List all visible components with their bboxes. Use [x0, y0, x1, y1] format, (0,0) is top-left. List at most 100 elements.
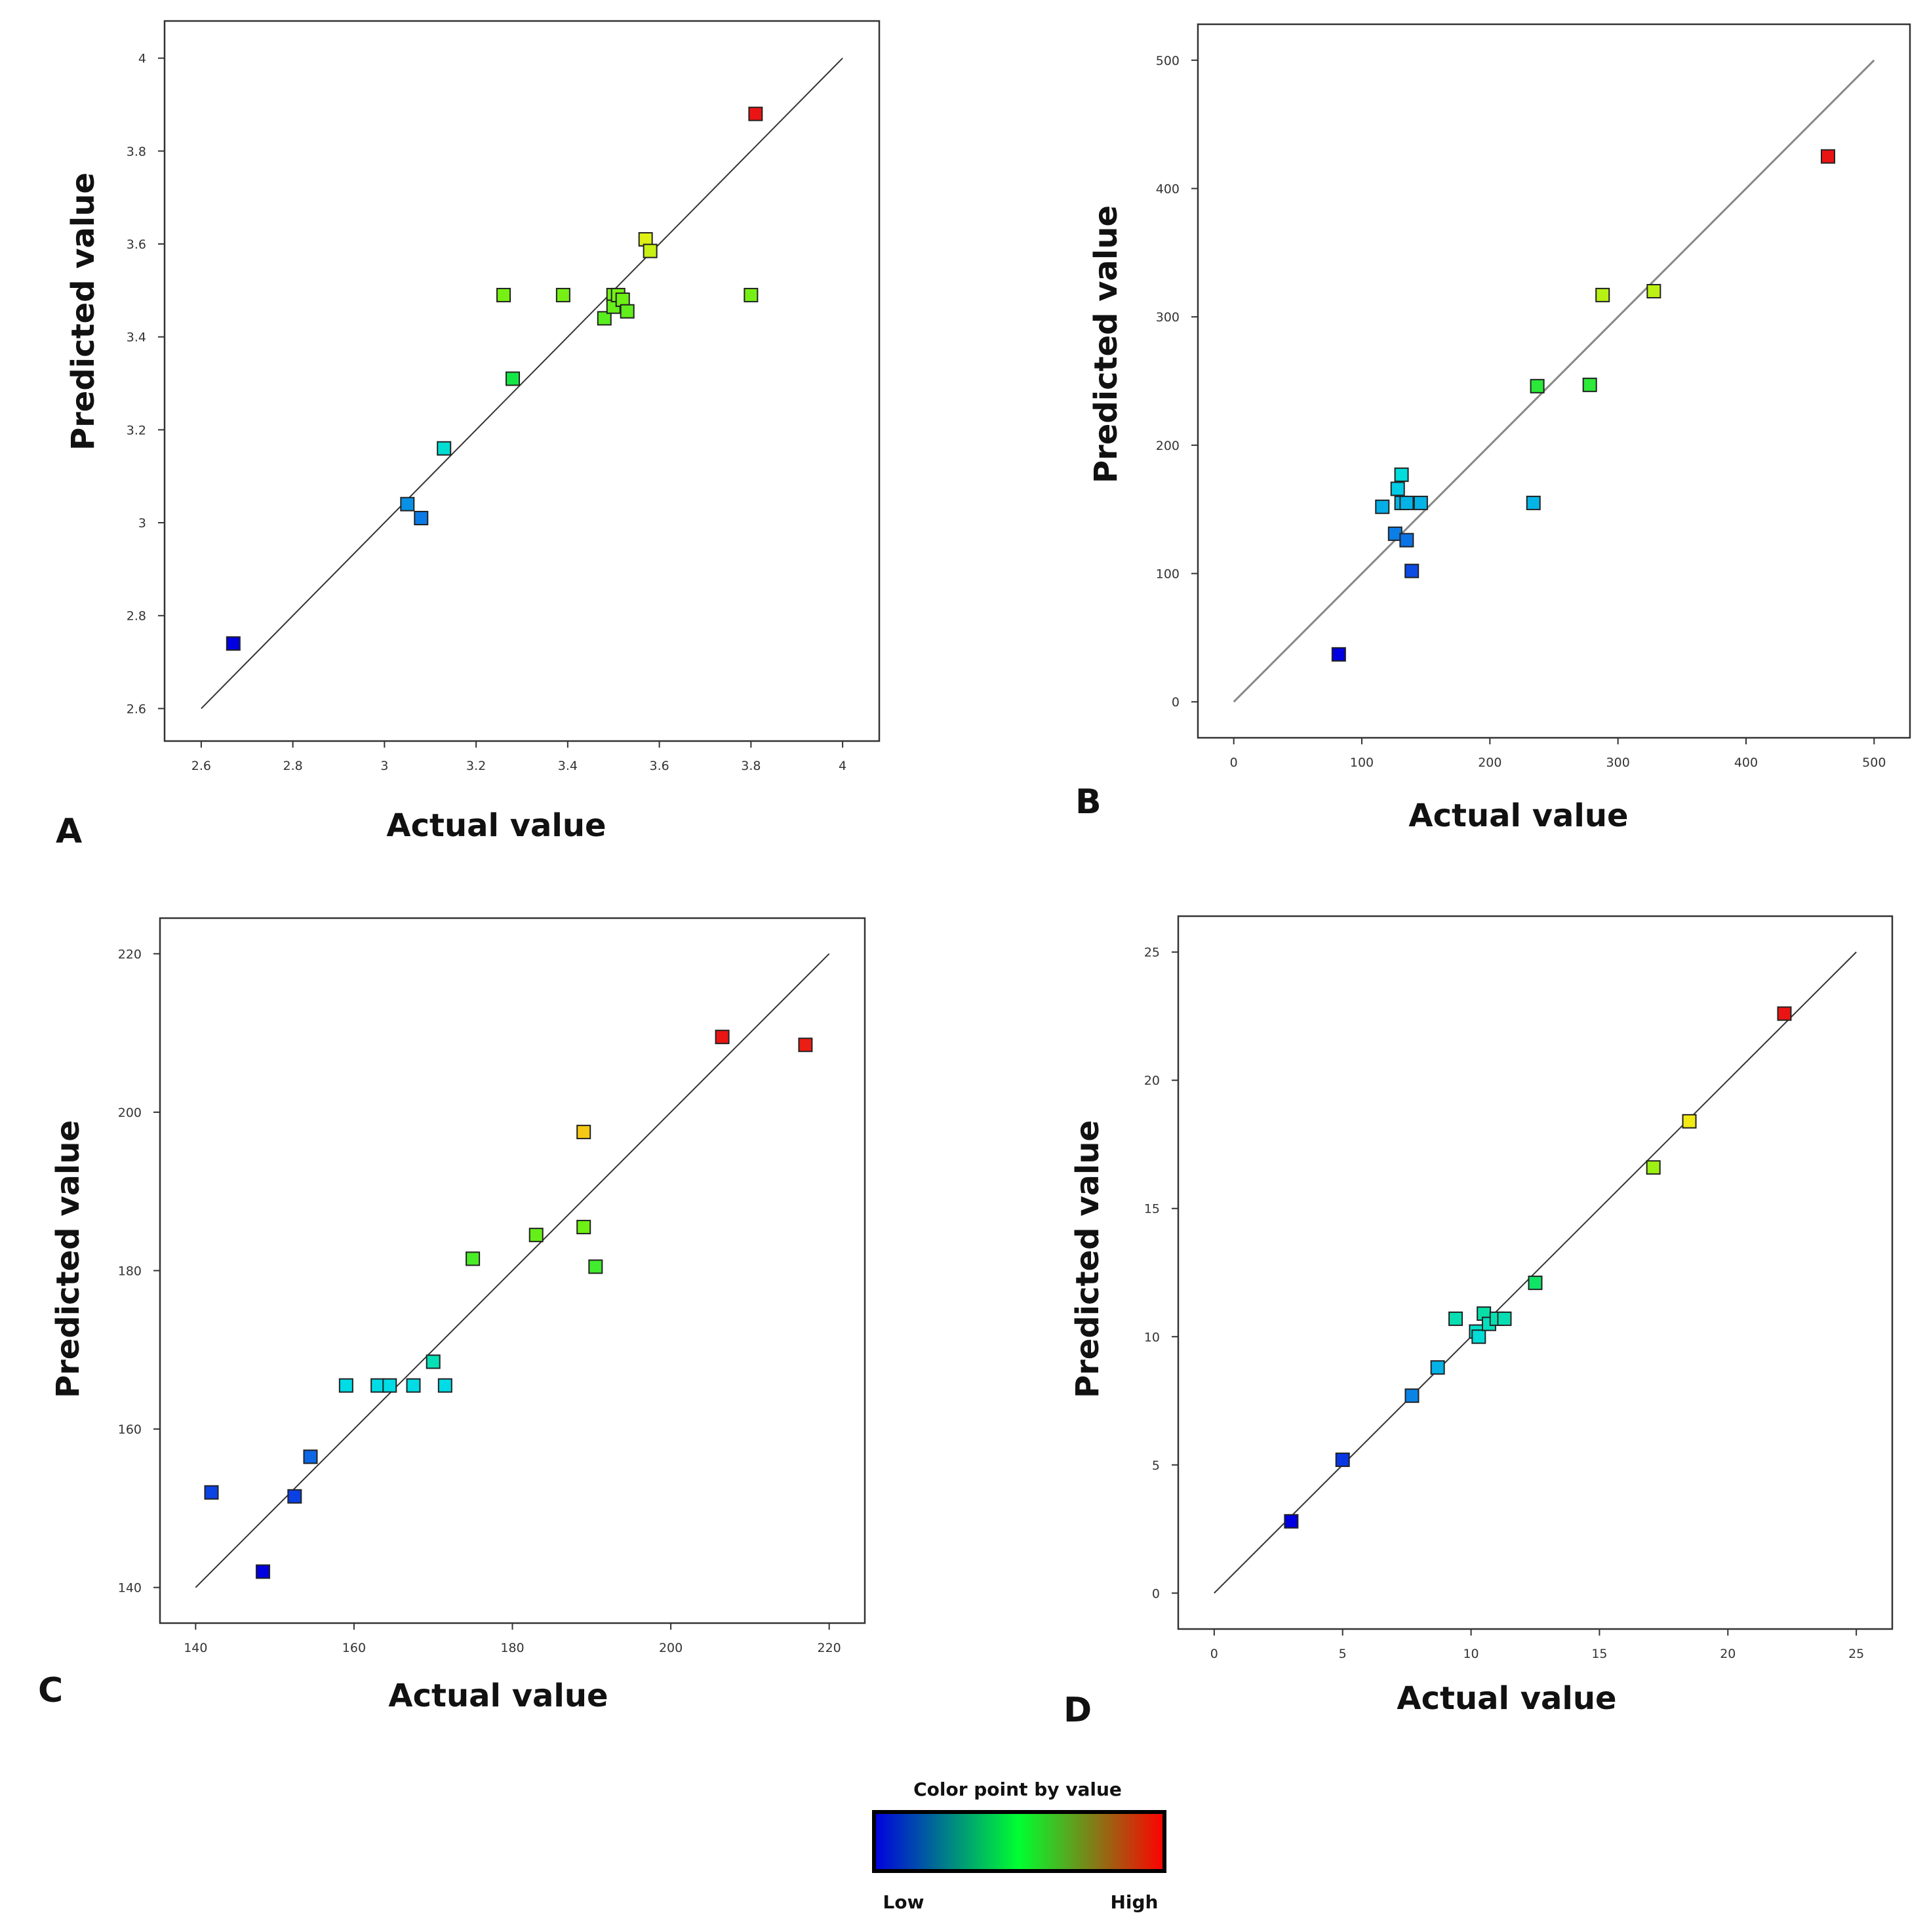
x-tick-label: 20: [1720, 1647, 1736, 1661]
point-group: [1331, 149, 1835, 662]
x-tick-label: 180: [500, 1641, 524, 1655]
y-tick-label: 3.6: [127, 237, 146, 252]
data-point: [1528, 1276, 1543, 1291]
x-tick-label: 200: [1478, 755, 1501, 770]
data-point: [744, 287, 759, 302]
x-axis-title: Actual value: [1397, 1680, 1616, 1717]
data-point: [798, 1037, 813, 1053]
x-tick-label: 220: [818, 1641, 841, 1655]
data-point: [588, 1259, 603, 1274]
y-tick-label: 2.6: [127, 702, 146, 716]
data-point: [1375, 499, 1390, 514]
data-point: [1682, 1114, 1697, 1129]
y-axis-title: Predicted value: [50, 1120, 87, 1398]
legend-low-label: Low: [883, 1891, 924, 1913]
y-tick-label: 10: [1144, 1330, 1160, 1344]
color-legend: Color point by value Low High: [872, 1779, 1166, 1913]
data-point: [1526, 495, 1541, 510]
y-tick-label: 300: [1156, 310, 1180, 325]
y-tick-label: 160: [118, 1422, 142, 1437]
legend-colorbar: [872, 1810, 1166, 1873]
y-tick-label: 400: [1156, 182, 1180, 196]
y-tick-label: 220: [118, 947, 142, 961]
data-point: [226, 636, 241, 651]
data-point: [1335, 1452, 1350, 1467]
data-point: [426, 1354, 441, 1369]
x-tick-label: 3: [380, 759, 388, 773]
y-tick-label: 140: [118, 1581, 142, 1596]
y-tick-label: 180: [118, 1264, 142, 1279]
y-tick-label: 2.8: [127, 609, 146, 624]
data-point: [1582, 377, 1597, 392]
x-tick-label: 0: [1230, 755, 1238, 770]
data-point: [382, 1378, 397, 1393]
data-point: [1448, 1311, 1463, 1326]
data-point: [437, 441, 452, 456]
x-tick-label: 200: [659, 1641, 683, 1655]
data-point: [1404, 563, 1420, 578]
x-tick-label: 3.4: [558, 759, 578, 773]
x-axis-title: Actual value: [1408, 797, 1628, 834]
diagonal-line: [195, 953, 830, 1588]
x-tick-label: 15: [1591, 1647, 1607, 1661]
data-point: [1430, 1360, 1445, 1375]
data-point: [1399, 533, 1414, 548]
y-tick-label: 200: [118, 1106, 142, 1120]
data-point: [370, 1378, 386, 1393]
tick-group: 140 160 180 200 220 140 160 180 200 220: [118, 947, 841, 1655]
data-point: [437, 1378, 452, 1393]
x-tick-label: 25: [1848, 1647, 1864, 1661]
y-tick-label: 3.4: [127, 331, 146, 345]
data-point: [576, 1125, 591, 1140]
data-point: [1390, 481, 1405, 496]
x-tick-label: 500: [1862, 755, 1886, 770]
x-tick-label: 2.6: [191, 759, 211, 773]
data-point: [576, 1220, 591, 1235]
data-point: [466, 1251, 481, 1266]
panel-label: A: [56, 812, 82, 851]
data-point: [528, 1228, 544, 1243]
data-point: [1413, 495, 1428, 510]
x-tick-label: 4: [839, 759, 846, 773]
data-point: [1646, 284, 1661, 299]
diagonal-line: [1233, 59, 1875, 703]
data-point: [303, 1449, 318, 1464]
data-point: [1284, 1514, 1299, 1529]
tick-group: 0 5 10 15 20 25 0 5 10 15 20 25: [1144, 946, 1864, 1661]
data-point: [1331, 647, 1346, 662]
y-tick-label: 3.2: [127, 423, 146, 437]
x-tick-label: 160: [342, 1641, 366, 1655]
data-point: [748, 106, 763, 121]
x-axis-title: Actual value: [388, 1678, 608, 1714]
x-tick-label: 3.6: [650, 759, 669, 773]
x-tick-label: 400: [1734, 755, 1758, 770]
panel-b: 0 100 200 300 400 500 0 100 200 300 400 500 Actual …: [1075, 23, 1911, 834]
x-tick-label: 10: [1463, 1647, 1479, 1661]
panel-c: 140 160 180 200 220 140 160 180 200 220 Actual va…: [38, 917, 866, 1714]
y-tick-label: 3: [138, 516, 146, 531]
data-point: [1595, 287, 1610, 302]
data-point: [1530, 378, 1545, 393]
panel-d: 0 5 10 15 20 25 0 5 10 15 20 25 Actual value Predic…: [1063, 915, 1894, 1730]
data-point: [1471, 1329, 1486, 1344]
y-tick-label: 3.8: [127, 144, 146, 159]
data-point: [620, 304, 635, 319]
x-axis-title: Actual value: [386, 807, 606, 844]
data-point: [1399, 495, 1414, 510]
data-point: [1497, 1311, 1512, 1326]
y-tick-label: 500: [1156, 54, 1180, 68]
y-tick-label: 15: [1144, 1202, 1160, 1217]
data-point: [1777, 1006, 1792, 1021]
data-point: [496, 287, 511, 302]
data-point: [555, 287, 570, 302]
x-tick-label: 140: [184, 1641, 207, 1655]
panel-label: D: [1063, 1691, 1092, 1730]
x-tick-label: 300: [1606, 755, 1630, 770]
x-tick-label: 3.2: [466, 759, 486, 773]
point-group: [1284, 1006, 1792, 1529]
panel-label: B: [1075, 782, 1102, 822]
tick-group: 0 100 200 300 400 500 0 100 200 300 400 500: [1156, 54, 1886, 770]
data-point: [204, 1485, 219, 1500]
y-tick-label: 100: [1156, 567, 1180, 582]
data-point: [1646, 1160, 1661, 1175]
